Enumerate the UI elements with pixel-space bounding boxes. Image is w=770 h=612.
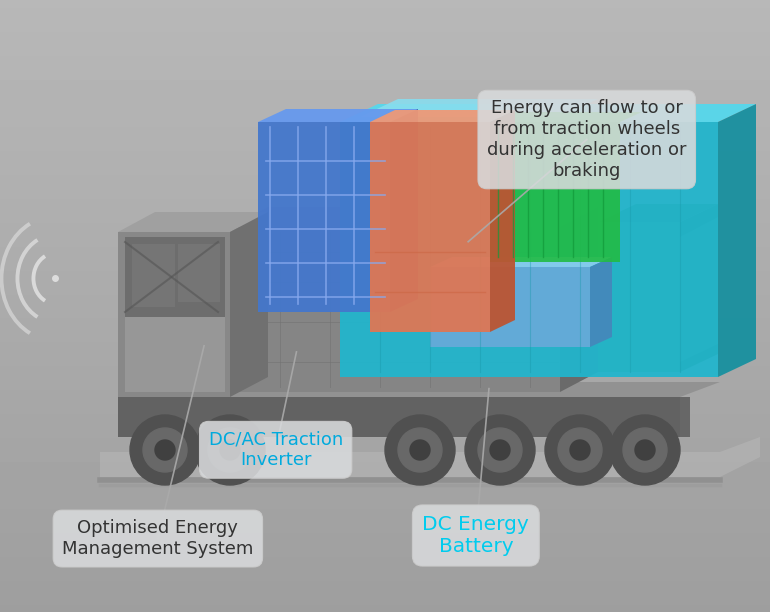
Polygon shape bbox=[560, 207, 598, 392]
Polygon shape bbox=[430, 257, 612, 267]
Polygon shape bbox=[258, 122, 390, 312]
Polygon shape bbox=[370, 122, 490, 332]
Circle shape bbox=[398, 428, 442, 472]
Polygon shape bbox=[490, 112, 642, 122]
Polygon shape bbox=[370, 110, 515, 122]
Circle shape bbox=[155, 440, 175, 460]
Polygon shape bbox=[230, 227, 560, 392]
Polygon shape bbox=[598, 222, 680, 372]
Polygon shape bbox=[340, 122, 718, 377]
Circle shape bbox=[635, 440, 655, 460]
Polygon shape bbox=[132, 244, 175, 307]
Polygon shape bbox=[490, 122, 620, 262]
Polygon shape bbox=[100, 437, 760, 477]
Circle shape bbox=[130, 415, 200, 485]
Polygon shape bbox=[360, 99, 598, 117]
Circle shape bbox=[610, 415, 680, 485]
Circle shape bbox=[465, 415, 535, 485]
Circle shape bbox=[558, 428, 602, 472]
Polygon shape bbox=[340, 104, 756, 122]
Polygon shape bbox=[680, 217, 718, 362]
Polygon shape bbox=[178, 244, 220, 302]
Circle shape bbox=[208, 428, 252, 472]
Polygon shape bbox=[118, 382, 720, 397]
Polygon shape bbox=[680, 204, 718, 372]
Circle shape bbox=[220, 440, 240, 460]
Circle shape bbox=[385, 415, 455, 485]
Circle shape bbox=[545, 415, 615, 485]
Polygon shape bbox=[590, 257, 612, 347]
Circle shape bbox=[478, 428, 522, 472]
Polygon shape bbox=[118, 232, 230, 397]
Polygon shape bbox=[118, 397, 680, 437]
Text: DC Energy
Battery: DC Energy Battery bbox=[423, 515, 529, 556]
Circle shape bbox=[570, 440, 590, 460]
Polygon shape bbox=[598, 204, 718, 222]
Polygon shape bbox=[125, 317, 225, 392]
Text: DC/AC Traction
Inverter: DC/AC Traction Inverter bbox=[209, 430, 343, 469]
Circle shape bbox=[195, 415, 265, 485]
Circle shape bbox=[490, 440, 510, 460]
Polygon shape bbox=[490, 110, 515, 332]
Text: Energy can flow to or
from traction wheels
during acceleration or
braking: Energy can flow to or from traction whee… bbox=[487, 99, 687, 180]
Circle shape bbox=[623, 428, 667, 472]
Polygon shape bbox=[118, 397, 690, 437]
Polygon shape bbox=[230, 212, 268, 397]
Polygon shape bbox=[118, 212, 268, 232]
Circle shape bbox=[143, 428, 187, 472]
Polygon shape bbox=[718, 104, 756, 377]
Circle shape bbox=[410, 440, 430, 460]
Polygon shape bbox=[230, 207, 598, 227]
Polygon shape bbox=[258, 109, 418, 122]
Polygon shape bbox=[430, 267, 590, 347]
Text: Optimised Energy
Management System: Optimised Energy Management System bbox=[62, 519, 253, 558]
Polygon shape bbox=[390, 109, 418, 312]
Polygon shape bbox=[125, 237, 225, 317]
